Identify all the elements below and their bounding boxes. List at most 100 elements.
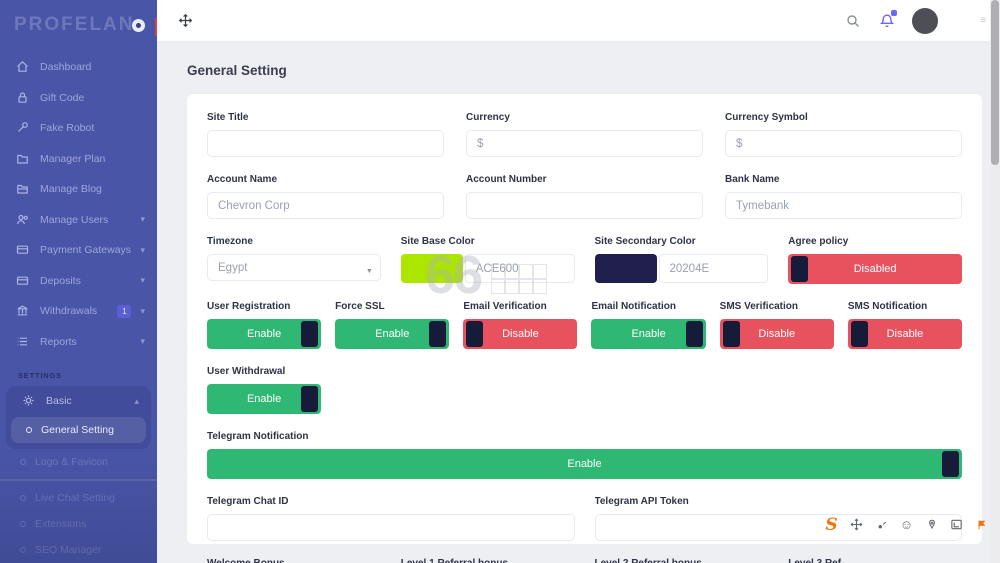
sidebar-subitem-label: Logo & Favicon	[35, 455, 108, 468]
emoji-icon[interactable]: ☺	[899, 517, 914, 532]
sidebar-section-settings: SETTINGS	[18, 371, 62, 380]
sidebar-item-label: Manage Users	[40, 213, 109, 226]
field-label: Agree policy	[788, 236, 849, 247]
field-label: Site Base Color	[400, 236, 475, 247]
email-notification-toggle[interactable]: Enable	[591, 319, 706, 349]
sidebar-item-dashboard[interactable]: Dashboard	[0, 52, 157, 83]
sidebar-item-manager-plan[interactable]: Manager Plan	[0, 144, 157, 175]
field-level2-referral-bonus: Level 2 Referral bonus	[595, 558, 769, 563]
telegram-notification-toggle[interactable]: Enable	[207, 449, 962, 479]
sidebar-item-deposits[interactable]: Deposits ▾	[0, 266, 157, 297]
base-color-input[interactable]	[464, 254, 575, 283]
agree-policy-toggle[interactable]: Disabled	[788, 254, 962, 284]
user-avatar[interactable]	[912, 7, 939, 34]
account-number-input[interactable]	[466, 192, 703, 219]
bank-name-input[interactable]	[725, 192, 962, 219]
sidebar-pin-toggle[interactable]	[132, 18, 145, 32]
sidebar: PROFELAN Dashboard Gift Code Fake Robot …	[0, 0, 157, 563]
overflow-menu-icon[interactable]: ≡	[980, 15, 986, 26]
page-title: General Setting	[187, 63, 287, 78]
field-level3-referral-bonus: Level 3 Ref	[788, 558, 962, 563]
base-color-swatch[interactable]	[400, 254, 463, 283]
user-withdrawal-toggle[interactable]: Enable	[207, 384, 322, 414]
sidebar-item-manage-blog[interactable]: Manage Blog	[0, 174, 157, 205]
search-icon[interactable]	[844, 12, 861, 29]
sidebar-item-payment-gateways[interactable]: Payment Gateways ▾	[0, 235, 157, 266]
form-row-3: Timezone ▼ Site Base Color	[207, 236, 962, 284]
capture-toolbar: S ☺	[824, 514, 1000, 535]
sidebar-subitem-general-setting[interactable]: General Setting	[11, 416, 146, 443]
site-title-input[interactable]	[207, 130, 444, 157]
sidebar-item-label: Manager Plan	[40, 152, 106, 165]
notifications-bell-icon[interactable]	[878, 10, 898, 29]
user-registration-toggle[interactable]: Enable	[207, 319, 322, 349]
sidebar-collapse-icon[interactable]	[177, 12, 194, 29]
bullet-icon	[20, 546, 26, 553]
sms-notification-toggle[interactable]: Disable	[847, 319, 962, 349]
sidebar-item-basic[interactable]: Basic ▴	[6, 386, 151, 417]
toggle-label: Enable	[567, 458, 602, 470]
sidebar-item-gift-code[interactable]: Gift Code	[0, 83, 157, 114]
window-capture-icon[interactable]	[949, 517, 964, 532]
sidebar-subitem-label: General Setting	[41, 423, 114, 436]
secondary-color-group	[594, 254, 769, 283]
timezone-select-value[interactable]	[207, 254, 381, 281]
toggle-knob	[301, 321, 319, 347]
sidebar-subitem-extensions[interactable]: Extensions	[0, 511, 157, 537]
scrollbar-thumb[interactable]	[991, 0, 999, 165]
toggle-label: Enable	[246, 328, 282, 340]
force-ssl-toggle[interactable]: Enable	[335, 319, 450, 349]
toggle-label: Enable	[631, 328, 666, 340]
field-label: Timezone	[207, 236, 253, 247]
pin-drop-icon[interactable]	[924, 517, 939, 532]
currency-input[interactable]	[466, 130, 703, 157]
sidebar-subitem-seo-manager[interactable]: SEO Manager	[0, 537, 157, 563]
telegram-chat-id-input[interactable]	[207, 514, 575, 541]
timezone-select[interactable]: ▼	[207, 254, 381, 281]
move-crosshair-icon[interactable]	[849, 517, 864, 532]
telegram-api-token-input[interactable]	[594, 514, 962, 541]
secondary-color-swatch[interactable]	[594, 254, 657, 283]
bank-icon	[16, 304, 30, 318]
currency-symbol-input[interactable]	[725, 130, 962, 157]
sidebar-subitem-live-chat-setting[interactable]: Live Chat Setting	[0, 485, 157, 511]
sidebar-item-withdrawals[interactable]: Withdrawals 1 ▾	[0, 296, 157, 327]
field-label: User Registration	[207, 301, 291, 312]
field-label: Telegram Chat ID	[207, 496, 289, 507]
field-label: Email Verification	[463, 301, 547, 312]
sidebar-item-reports[interactable]: Reports ▾	[0, 327, 157, 358]
sidebar-subitem-label: Live Chat Setting	[35, 491, 115, 504]
sidebar-item-label: Dashboard	[40, 61, 92, 74]
field-label: Level 1 Referral bonus	[401, 558, 575, 563]
field-label: Bank Name	[725, 174, 780, 185]
field-label: Level 2 Referral bonus	[595, 558, 769, 563]
account-name-input[interactable]	[207, 192, 444, 219]
gear-icon	[22, 394, 36, 408]
form-row-1: Site Title Currency Currency Symbol	[207, 112, 962, 157]
page-scrollbar	[990, 0, 1000, 563]
field-label: Email Notification	[591, 301, 676, 312]
flag-icon[interactable]	[974, 517, 989, 532]
field-user-registration: User Registration Enable	[207, 301, 322, 349]
brand-logo: PROFELAN	[14, 14, 132, 35]
capture-app-logo-icon[interactable]: S	[825, 514, 838, 535]
field-welcome-bonus: Welcome Bonus	[207, 558, 381, 563]
field-label: SMS Verification	[719, 301, 799, 312]
list-icon	[16, 335, 30, 349]
sidebar-divider	[0, 478, 157, 481]
credit-card-icon	[16, 243, 30, 257]
sidebar-item-label: Manage Blog	[40, 183, 102, 196]
lock-icon	[16, 91, 30, 105]
cursor-pick-icon[interactable]	[874, 517, 889, 532]
sidebar-item-manage-users[interactable]: Manage Users ▾	[0, 205, 157, 236]
secondary-color-input[interactable]	[658, 254, 769, 283]
sidebar-item-label: Payment Gateways	[40, 244, 132, 257]
sidebar-item-fake-robot[interactable]: Fake Robot	[0, 113, 157, 144]
field-force-ssl: Force SSL Enable	[335, 301, 450, 349]
email-verification-toggle[interactable]: Disable	[463, 319, 578, 349]
form-row-5: User Withdrawal Enable	[207, 366, 962, 414]
chevron-down-icon: ▾	[140, 214, 145, 225]
sms-verification-toggle[interactable]: Disable	[719, 319, 834, 349]
sidebar-subitem-logo-favicon[interactable]: Logo & Favicon	[0, 449, 157, 475]
